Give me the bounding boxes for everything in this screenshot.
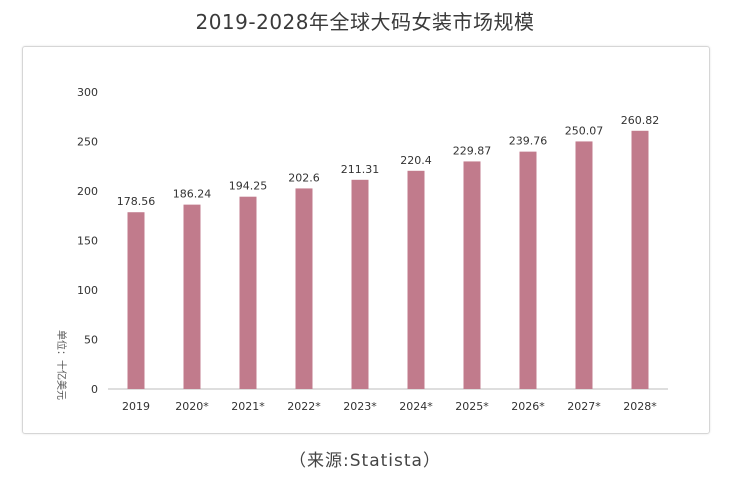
chart-title: 2019-2028年全球大码女装市场规模 <box>195 10 535 34</box>
y-tick-label: 50 <box>84 334 98 347</box>
x-tick-label: 2028* <box>623 400 657 413</box>
bar <box>183 204 201 389</box>
y-tick-label: 250 <box>77 136 98 149</box>
source-note: （来源:Statista） <box>289 451 441 471</box>
bar <box>407 170 425 389</box>
y-axis-unit-label: 单位：十亿美元 <box>55 330 68 400</box>
y-tick-label: 300 <box>77 86 98 99</box>
x-tick-label: 2024* <box>399 400 433 413</box>
bar-value-label: 178.56 <box>117 195 156 208</box>
x-tick-label: 2019 <box>122 400 150 413</box>
bar <box>519 151 537 389</box>
chart-data-labels: 178.56 186.24 194.25 202.6 211.31 220.4 229.87… <box>117 114 660 208</box>
chart-frame <box>22 46 710 434</box>
x-tick-label: 2021* <box>231 400 265 413</box>
bar <box>463 161 481 389</box>
chart-bars <box>127 130 649 389</box>
y-tick-label: 100 <box>77 284 98 297</box>
bar <box>239 196 257 389</box>
bar-value-label: 229.87 <box>453 144 492 157</box>
bar <box>631 130 649 389</box>
x-tick-label: 2026* <box>511 400 545 413</box>
bar <box>127 212 145 389</box>
bar-value-label: 194.25 <box>229 180 268 193</box>
x-tick-label: 2022* <box>287 400 321 413</box>
bar <box>295 188 313 389</box>
bar-value-label: 211.31 <box>341 163 380 176</box>
chart-axes: 0 50 100 150 200 250 300 2019 2020* 2021* 2022* 202… <box>77 86 668 413</box>
bar-value-label: 250.07 <box>565 124 604 137</box>
y-tick-label: 150 <box>77 235 98 248</box>
bar <box>351 179 369 389</box>
y-tick-label: 200 <box>77 185 98 198</box>
x-tick-label: 2025* <box>455 400 489 413</box>
x-tick-label: 2027* <box>567 400 601 413</box>
bar <box>575 141 593 389</box>
bar-value-label: 202.6 <box>288 171 320 184</box>
x-tick-label: 2020* <box>175 400 209 413</box>
bar-value-label: 239.76 <box>509 135 548 148</box>
bar-value-label: 260.82 <box>621 114 660 127</box>
bar-value-label: 220.4 <box>400 154 432 167</box>
bar-value-label: 186.24 <box>173 188 212 201</box>
y-tick-label: 0 <box>91 383 98 396</box>
x-tick-label: 2023* <box>343 400 377 413</box>
